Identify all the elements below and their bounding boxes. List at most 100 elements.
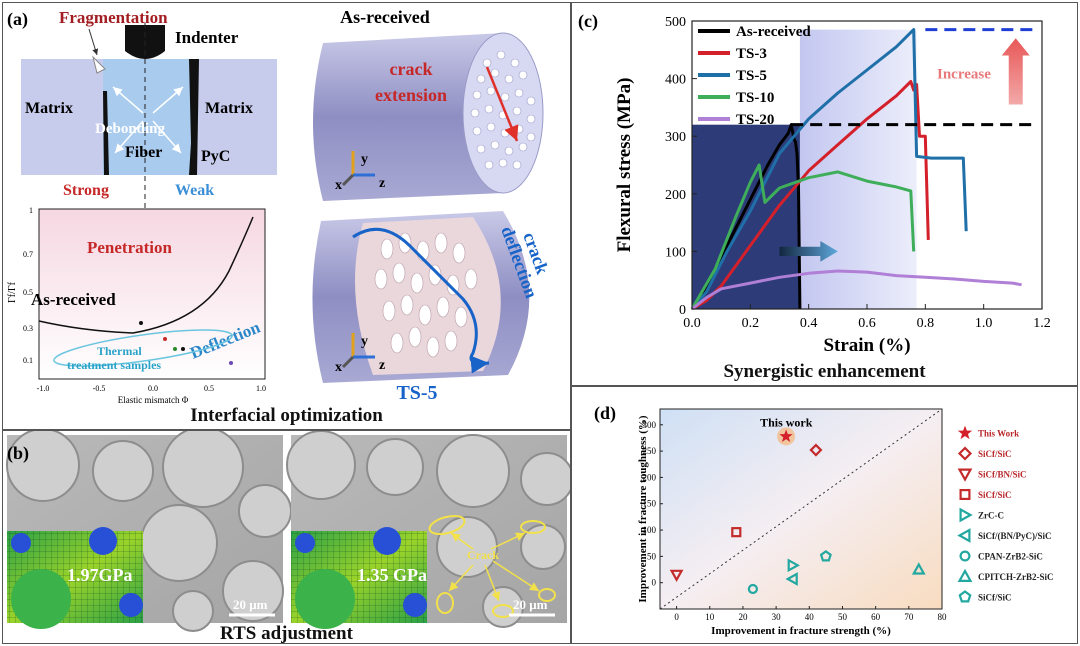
x-axis-label: Improvement in fracture strength (%): [711, 625, 891, 637]
panel-c: (c) 0.0 0.2 0.4 0.6 0.8 1.0 1.2 0 100 200 300 400 50…: [571, 2, 1078, 386]
data-point: [779, 429, 793, 443]
point-purple: [229, 361, 233, 365]
x-tick-label: 0.4: [800, 316, 818, 331]
increase-label: Increase: [937, 67, 991, 83]
series-line-ts-3: [691, 80, 930, 311]
y-tick-label: 50: [647, 551, 657, 561]
panel-b-label: (b): [7, 443, 29, 464]
axis-x-label: x: [335, 178, 342, 193]
fiber-label: Fiber: [125, 144, 162, 161]
legend-entry: CPAN-ZrB2-SiC: [978, 552, 1043, 562]
x-tick: -0.5: [93, 384, 106, 393]
panel-c-label: (c): [578, 11, 598, 32]
ts5-label: TS-5: [396, 382, 437, 404]
y-axis-label: Improvement in fracture toughness (%): [637, 415, 649, 603]
panel-b-caption: RTS adjustment: [220, 623, 353, 644]
fragment-icon: [92, 55, 106, 74]
series-line-ts-20: [691, 269, 1022, 311]
as-received-point-label: As-received: [31, 290, 116, 309]
point-green: [173, 347, 177, 351]
x-tick: 1.0: [256, 384, 266, 393]
extension-label: extension: [375, 85, 447, 105]
x-tick-label: 20: [738, 612, 748, 622]
penetration-label: Penetration: [87, 238, 173, 257]
axis-z-label: z: [379, 176, 385, 191]
x-tick: -1.0: [37, 384, 50, 393]
crack-deflection-path: [352, 227, 490, 374]
point-dark: [181, 347, 185, 351]
data-point: [787, 558, 800, 573]
scale-right: 20 μm: [513, 597, 548, 612]
legend-entry: SiCf/SiC: [978, 490, 1012, 500]
this-work-label: This work: [760, 415, 813, 429]
crack-strong: [103, 91, 109, 175]
legend-entry: TS-20: [736, 112, 774, 128]
panel-d: (d) 0 10 20 30 40 50 60 70 80 0 50 100 150 200 250 300 …: [571, 386, 1078, 644]
x-tick-label: 40: [805, 612, 815, 622]
x-tick: 0.5: [204, 384, 214, 393]
legend-entry: TS-5: [736, 68, 767, 84]
panel-b: 1.97GPa 20 μm (b) 1.35 GPa Crack 20 μ: [2, 430, 571, 644]
scatter-frame: [659, 408, 943, 610]
legend-marker: [957, 568, 973, 582]
y-tick-label: 400: [665, 73, 686, 88]
series-line-ts-10: [690, 163, 916, 310]
y-axis-label: Flexural stress (MPa): [614, 78, 635, 253]
x-tick-label: 0.6: [858, 316, 876, 331]
x-tick-label: 0.0: [683, 316, 701, 331]
legend-entry: SiCf/SiC: [978, 449, 1012, 459]
x-tick-label: 50: [838, 612, 848, 622]
legend-marker: [957, 468, 973, 482]
plot-ylabel: Γf/Γf: [7, 281, 18, 303]
crack-arrow-red: [485, 66, 519, 142]
y-tick-label: 200: [643, 472, 657, 482]
data-point: [785, 572, 798, 586]
legend-marker: [959, 507, 973, 523]
x-tick-label: 1.0: [975, 316, 993, 331]
legend-marker: [957, 528, 971, 543]
x-tick-label: 0: [674, 612, 679, 622]
y-tick-label: 500: [665, 15, 686, 30]
matrix-right-label: Matrix: [205, 100, 253, 117]
axis-y-label: y: [361, 334, 368, 349]
x-tick-label: 70: [904, 612, 914, 622]
improvement-scatter: (d) 0 10 20 30 40 50 60 70 80050100150200250300 …: [594, 403, 1054, 637]
y-tick-label: 150: [643, 499, 657, 509]
data-point: [747, 583, 758, 595]
x-tick-label: 10: [705, 612, 715, 622]
legend-marker: [957, 446, 973, 461]
increase-arrow: [1001, 38, 1030, 105]
y-tick-label: 250: [643, 446, 657, 456]
panel-a-caption: Interfacial optimization: [190, 405, 383, 426]
legend-entry: SiCf/SiC: [978, 593, 1012, 603]
y-tick-label: 0: [679, 303, 686, 318]
panel-a: (a) Fragmentation Indenter Matrix Matrix…: [2, 2, 571, 430]
data-point: [731, 527, 742, 538]
legend-entry: TS-3: [736, 46, 767, 62]
legend-entry: As-received: [736, 24, 811, 40]
crack-markers: [428, 514, 556, 618]
x-axis-arrow: [341, 355, 355, 369]
strain-shift-arrow: [779, 241, 838, 262]
y-tick: 0.7: [23, 250, 33, 259]
pyc-layer: [189, 59, 199, 175]
panel-a-label: (a): [7, 9, 28, 30]
x-axis-arrow: [341, 173, 355, 187]
stress-strain-chart: (c) 0.0 0.2 0.4 0.6 0.8 1.0 1.2 0 100 200 300 400 50…: [578, 11, 1051, 356]
y-tick: 0.1: [23, 356, 33, 365]
series-line-ts-5: [690, 28, 968, 310]
y-tick-label: 300: [665, 130, 686, 145]
data-point: [669, 569, 684, 583]
y-tick-label: 200: [665, 188, 686, 203]
indenter-label: Indenter: [175, 28, 239, 47]
y-tick: 1: [29, 206, 33, 215]
thermal-label: Thermal: [97, 344, 142, 358]
x-tick-label: 1.2: [1033, 316, 1051, 331]
as-received-title: As-received: [340, 7, 430, 27]
y-tick: 0.3: [23, 324, 33, 333]
panel-d-label: (d): [594, 403, 616, 424]
series-line-as-received: [690, 123, 802, 310]
he-hutchinson-plot: [38, 208, 266, 380]
y-tick-label: 0: [652, 578, 657, 588]
treatment-samples-label: treatment samples: [67, 358, 161, 372]
